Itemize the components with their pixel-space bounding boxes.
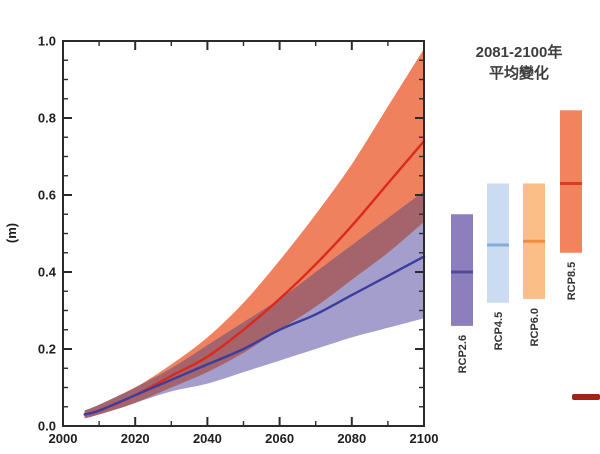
cropped-figure-artifact xyxy=(572,394,600,400)
y-tick-label: 0.0 xyxy=(38,419,56,434)
y-tick-label: 0.6 xyxy=(38,188,56,203)
range-bar-label-rcp4.5: RCP4.5 xyxy=(493,312,505,351)
x-tick-label: 2040 xyxy=(193,431,222,446)
range-bar-label-rcp6.0: RCP6.0 xyxy=(529,308,541,347)
x-tick-label: 2060 xyxy=(265,431,294,446)
y-tick-label: 1.0 xyxy=(38,34,56,49)
side-panel-title: 2081-2100年 平均變化 xyxy=(440,42,598,84)
range-bar-rcp8.5 xyxy=(560,110,582,253)
x-tick-label: 2020 xyxy=(121,431,150,446)
x-tick-label: 2100 xyxy=(410,431,439,446)
side-panel-title-line1: 2081-2100年 xyxy=(475,44,563,61)
range-bar-rcp2.6 xyxy=(451,214,473,326)
range-bar-label-rcp2.6: RCP2.6 xyxy=(457,335,469,374)
median-line-rcp2.6 xyxy=(83,255,426,416)
y-tick-label: 0.4 xyxy=(38,265,57,280)
y-tick-label: 0.2 xyxy=(38,342,56,357)
x-tick-label: 2000 xyxy=(49,431,78,446)
range-bar-label-rcp8.5: RCP8.5 xyxy=(566,262,578,301)
y-axis-unit-label: (m) xyxy=(4,223,19,243)
y-tick-label: 0.8 xyxy=(38,111,56,126)
x-tick-label: 2080 xyxy=(337,431,366,446)
side-panel-title-line2: 平均變化 xyxy=(488,65,549,82)
range-bar-rcp4.5 xyxy=(487,183,509,303)
band-rcp2.6 xyxy=(84,191,424,419)
axis-ticks xyxy=(62,40,425,427)
